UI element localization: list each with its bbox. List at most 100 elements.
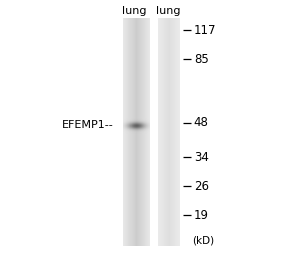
Bar bbox=[144, 124, 145, 125]
Bar bbox=[148, 130, 149, 131]
Bar bbox=[133, 124, 134, 125]
Bar bbox=[147, 125, 148, 126]
Bar bbox=[123, 119, 124, 120]
Bar bbox=[131, 131, 132, 133]
Bar bbox=[141, 122, 142, 123]
Bar bbox=[139, 133, 140, 134]
Bar bbox=[147, 121, 148, 122]
Bar bbox=[142, 123, 143, 124]
Bar bbox=[146, 120, 147, 121]
Bar bbox=[147, 132, 148, 133]
Bar bbox=[147, 120, 148, 121]
Bar bbox=[144, 133, 145, 134]
Bar bbox=[130, 130, 131, 131]
Bar bbox=[139, 123, 140, 124]
Bar bbox=[131, 130, 132, 131]
Bar bbox=[131, 122, 132, 123]
Bar bbox=[149, 131, 150, 132]
Bar bbox=[146, 127, 147, 128]
Bar bbox=[124, 131, 125, 133]
Bar bbox=[145, 129, 146, 130]
Bar bbox=[134, 18, 135, 246]
Bar bbox=[140, 119, 141, 120]
Bar bbox=[134, 125, 135, 126]
Bar bbox=[144, 120, 145, 121]
Bar bbox=[164, 18, 165, 246]
Bar bbox=[141, 122, 142, 123]
Bar bbox=[124, 128, 125, 129]
Bar bbox=[142, 125, 143, 126]
Bar bbox=[147, 132, 148, 133]
Bar bbox=[126, 124, 127, 125]
Bar bbox=[147, 121, 148, 122]
Bar bbox=[126, 129, 127, 130]
Bar bbox=[137, 130, 138, 131]
Bar bbox=[149, 125, 150, 126]
Bar bbox=[142, 125, 143, 126]
Bar bbox=[163, 18, 164, 246]
Bar bbox=[136, 118, 137, 119]
Bar bbox=[142, 120, 143, 121]
Bar bbox=[129, 127, 130, 128]
Bar bbox=[141, 123, 142, 124]
Bar bbox=[133, 127, 134, 128]
Bar bbox=[125, 18, 126, 246]
Bar bbox=[148, 127, 149, 128]
Bar bbox=[143, 119, 144, 120]
Bar bbox=[127, 128, 128, 129]
Bar bbox=[148, 122, 149, 123]
Bar bbox=[143, 119, 144, 120]
Bar bbox=[134, 120, 135, 121]
Bar bbox=[149, 130, 150, 131]
Bar bbox=[131, 129, 132, 130]
Bar bbox=[135, 130, 136, 131]
Bar bbox=[147, 130, 148, 131]
Text: 48: 48 bbox=[194, 116, 209, 129]
Bar bbox=[149, 122, 150, 123]
Bar bbox=[148, 125, 149, 126]
Bar bbox=[137, 127, 138, 128]
Bar bbox=[141, 132, 142, 133]
Bar bbox=[137, 118, 138, 119]
Bar bbox=[135, 131, 136, 133]
Bar bbox=[149, 124, 150, 125]
Bar bbox=[130, 129, 131, 130]
Bar bbox=[149, 124, 150, 125]
Bar bbox=[143, 119, 144, 120]
Bar bbox=[139, 127, 140, 128]
Bar bbox=[149, 120, 150, 121]
Bar bbox=[148, 123, 149, 124]
Bar bbox=[125, 126, 126, 127]
Bar bbox=[130, 18, 131, 246]
Bar bbox=[141, 118, 142, 119]
Bar bbox=[128, 18, 129, 246]
Bar bbox=[137, 124, 138, 125]
Bar bbox=[126, 118, 127, 119]
Bar bbox=[130, 129, 131, 130]
Bar bbox=[140, 125, 141, 126]
Bar bbox=[125, 125, 126, 126]
Bar bbox=[139, 128, 140, 129]
Bar bbox=[131, 119, 132, 120]
Bar bbox=[141, 121, 142, 122]
Bar bbox=[140, 120, 141, 121]
Bar bbox=[146, 130, 147, 131]
Bar bbox=[139, 130, 140, 131]
Bar bbox=[143, 132, 144, 133]
Bar bbox=[141, 122, 142, 123]
Bar bbox=[140, 120, 141, 121]
Bar bbox=[133, 126, 134, 127]
Bar bbox=[128, 132, 129, 133]
Bar bbox=[123, 120, 124, 121]
Bar bbox=[125, 122, 126, 123]
Bar bbox=[132, 118, 133, 119]
Bar bbox=[146, 118, 147, 119]
Bar bbox=[127, 129, 128, 130]
Bar bbox=[133, 122, 134, 123]
Bar bbox=[123, 129, 124, 130]
Bar bbox=[142, 18, 143, 246]
Bar bbox=[128, 120, 129, 121]
Bar bbox=[144, 123, 145, 124]
Bar bbox=[137, 131, 138, 132]
Bar bbox=[148, 131, 149, 132]
